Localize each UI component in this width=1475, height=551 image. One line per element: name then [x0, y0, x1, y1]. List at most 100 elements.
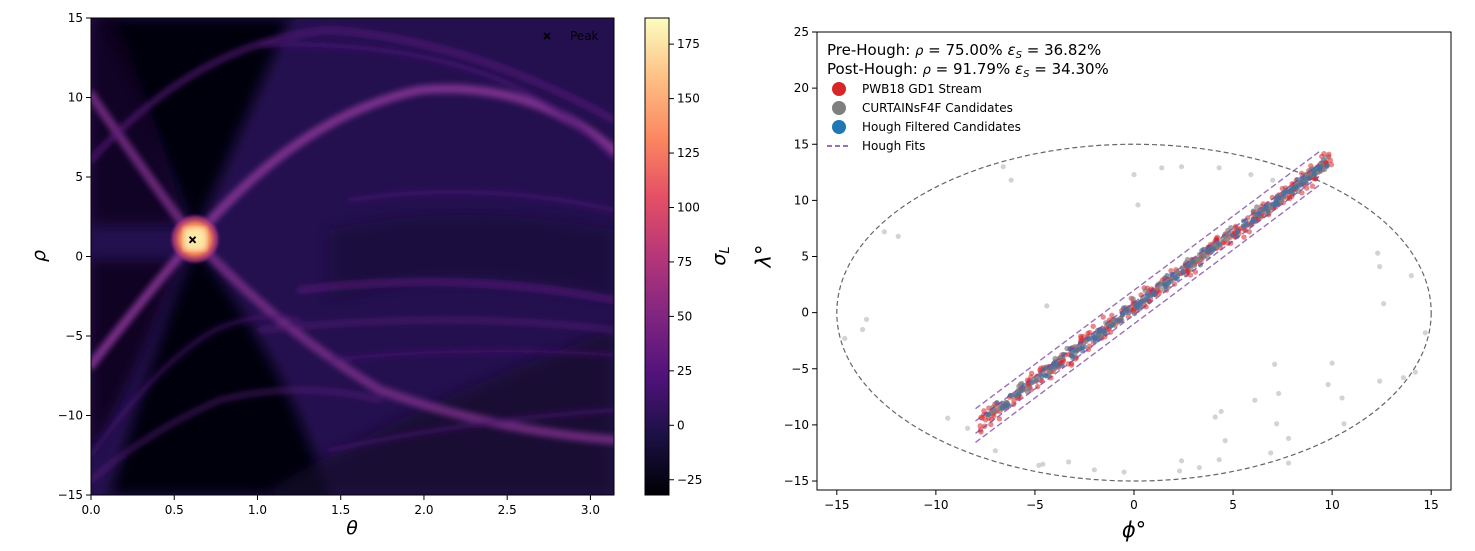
- heatmap-x-tick-label: 2.0: [414, 503, 433, 517]
- post-hough-metrics: Post-Hough: ρ = 91.79% εS = 34.30%: [827, 60, 1109, 81]
- ridge-right-band-2: [257, 317, 614, 333]
- dark-left-region: [91, 18, 185, 225]
- filtered-point: [1092, 339, 1098, 345]
- filtered-point: [1139, 298, 1145, 304]
- scatter-x-tick-label: 0: [1130, 498, 1138, 512]
- heatmap-y-tick-label: 15: [68, 11, 83, 25]
- peak-legend-label: Peak: [570, 29, 599, 43]
- pre-hough-label: Pre-Hough:: [827, 41, 910, 59]
- background-point: [895, 233, 901, 239]
- stream-point: [981, 408, 987, 414]
- scatter-y-axis: −15 −10 −5 0 5 10 15 20 25: [784, 25, 817, 488]
- post-hough-rho-symbol: ρ: [923, 63, 932, 78]
- filtered-point: [1291, 185, 1297, 191]
- filtered-point: [1270, 202, 1276, 208]
- background-point: [1218, 408, 1224, 415]
- stream-point: [1241, 234, 1247, 240]
- scatter-x-tick-label: −10: [923, 498, 948, 512]
- background-point: [1400, 375, 1407, 381]
- background-point: [1276, 390, 1282, 397]
- heatmap-y-tick-label: 5: [75, 170, 83, 184]
- filtered-point: [1004, 401, 1010, 407]
- filtered-point: [1068, 353, 1074, 359]
- background-point: [992, 448, 998, 454]
- post-hough-rho: 91.79%: [953, 60, 1010, 78]
- pre-hough-eps: 36.82%: [1044, 41, 1101, 59]
- filtered-point: [1043, 364, 1049, 370]
- background-point: [1408, 272, 1414, 279]
- heatmap-legend: Peak: [543, 29, 599, 43]
- background-point: [1176, 468, 1183, 474]
- pre-hough-eq2: =: [1027, 41, 1044, 59]
- scatter-x-tick-label: 10: [1324, 498, 1339, 512]
- filtered-point: [1252, 218, 1258, 224]
- ridge-upper-arc-1: [91, 26, 614, 163]
- legend-circle-swatch: [832, 82, 846, 96]
- ridge-lower-left-1: [91, 387, 383, 483]
- filtered-point: [1187, 263, 1193, 269]
- colorbar-gradient: [644, 17, 670, 496]
- colorbar-tick-label: 100: [677, 200, 700, 214]
- post-hough-eps: 34.30%: [1052, 60, 1109, 78]
- background-point: [1222, 438, 1228, 444]
- heatmap-x-tick-label: 0.5: [165, 503, 184, 517]
- candidate-point: [1026, 386, 1032, 392]
- filtered-point: [1145, 297, 1151, 303]
- scatter-y-tick-label: 5: [801, 250, 809, 264]
- scatter-x-axis: −15 −10 −5 0 5 10 15: [824, 490, 1439, 512]
- legend-item: Hough Filtered Candidates: [832, 120, 1021, 134]
- stream-point: [1090, 323, 1096, 329]
- colorbar-ticks: −25 0 25 50 75 100 125 150 175: [669, 37, 702, 487]
- background-point: [1091, 467, 1097, 473]
- dark-right-mid-region: [330, 215, 614, 300]
- scatter-y-tick-label: 20: [794, 81, 809, 95]
- scatter-x-label: ϕ°: [1122, 518, 1146, 542]
- stream-point: [1143, 304, 1149, 310]
- peak-legend-marker: [543, 32, 551, 40]
- heatmap-x-tick-label: 1.0: [248, 503, 267, 517]
- background-point: [1252, 397, 1258, 403]
- hough-heatmap-plot: Peak 0.0 0.5 1.0 1.5 2.0 2.5 3.0 −15 −10 −5 0 5 10 1…: [28, 11, 615, 539]
- peak-marker: [188, 236, 197, 244]
- candidate-point: [1130, 296, 1136, 302]
- heatmap-y-tick-label: −5: [65, 329, 83, 343]
- background-point: [1066, 459, 1072, 465]
- legend-item: CURTAINsF4F Candidates: [832, 101, 1013, 115]
- colorbar-tick-label: −25: [677, 473, 702, 487]
- background-point: [1381, 301, 1387, 307]
- background-point: [1341, 421, 1347, 427]
- pre-hough-eps-symbol: ε: [1007, 41, 1015, 59]
- stream-point: [1109, 312, 1115, 319]
- post-hough-eps-sub: S: [1023, 69, 1030, 80]
- background-point: [1377, 378, 1383, 384]
- post-hough-eq2: =: [1034, 60, 1051, 78]
- colorbar-tick-label: 0: [677, 418, 685, 432]
- filtered-point: [1038, 371, 1044, 377]
- colorbar-tick-label: 125: [677, 146, 700, 160]
- background-point: [1159, 165, 1165, 171]
- background-point: [1008, 177, 1014, 183]
- scatter-x-tick-label: 15: [1424, 498, 1439, 512]
- filtered-point: [1043, 373, 1049, 379]
- stream-point: [982, 417, 989, 423]
- post-hough-eps-symbol: ε: [1015, 60, 1023, 78]
- heatmap-x-tick-label: 1.5: [331, 503, 350, 517]
- scatter-background: [817, 32, 1451, 490]
- scatter-y-tick-label: −10: [784, 418, 809, 432]
- filtered-point: [1133, 301, 1139, 307]
- filtered-point: [1320, 157, 1326, 163]
- legend-label: PWB18 GD1 Stream: [862, 82, 982, 96]
- dark-lower-wedge: [110, 245, 330, 495]
- background-point: [1329, 360, 1335, 366]
- background-point: [881, 229, 887, 235]
- filtered-point: [1234, 229, 1240, 235]
- peak-x-mark: [188, 236, 197, 244]
- background-point: [1375, 250, 1381, 256]
- ridge-lower-right: [327, 407, 614, 453]
- peak-core: [184, 228, 206, 250]
- background-point: [1248, 171, 1254, 178]
- dark-left-lower: [91, 260, 180, 455]
- filtered-point: [999, 405, 1005, 411]
- post-hough-eq1: =: [936, 60, 953, 78]
- background-point: [1212, 414, 1218, 420]
